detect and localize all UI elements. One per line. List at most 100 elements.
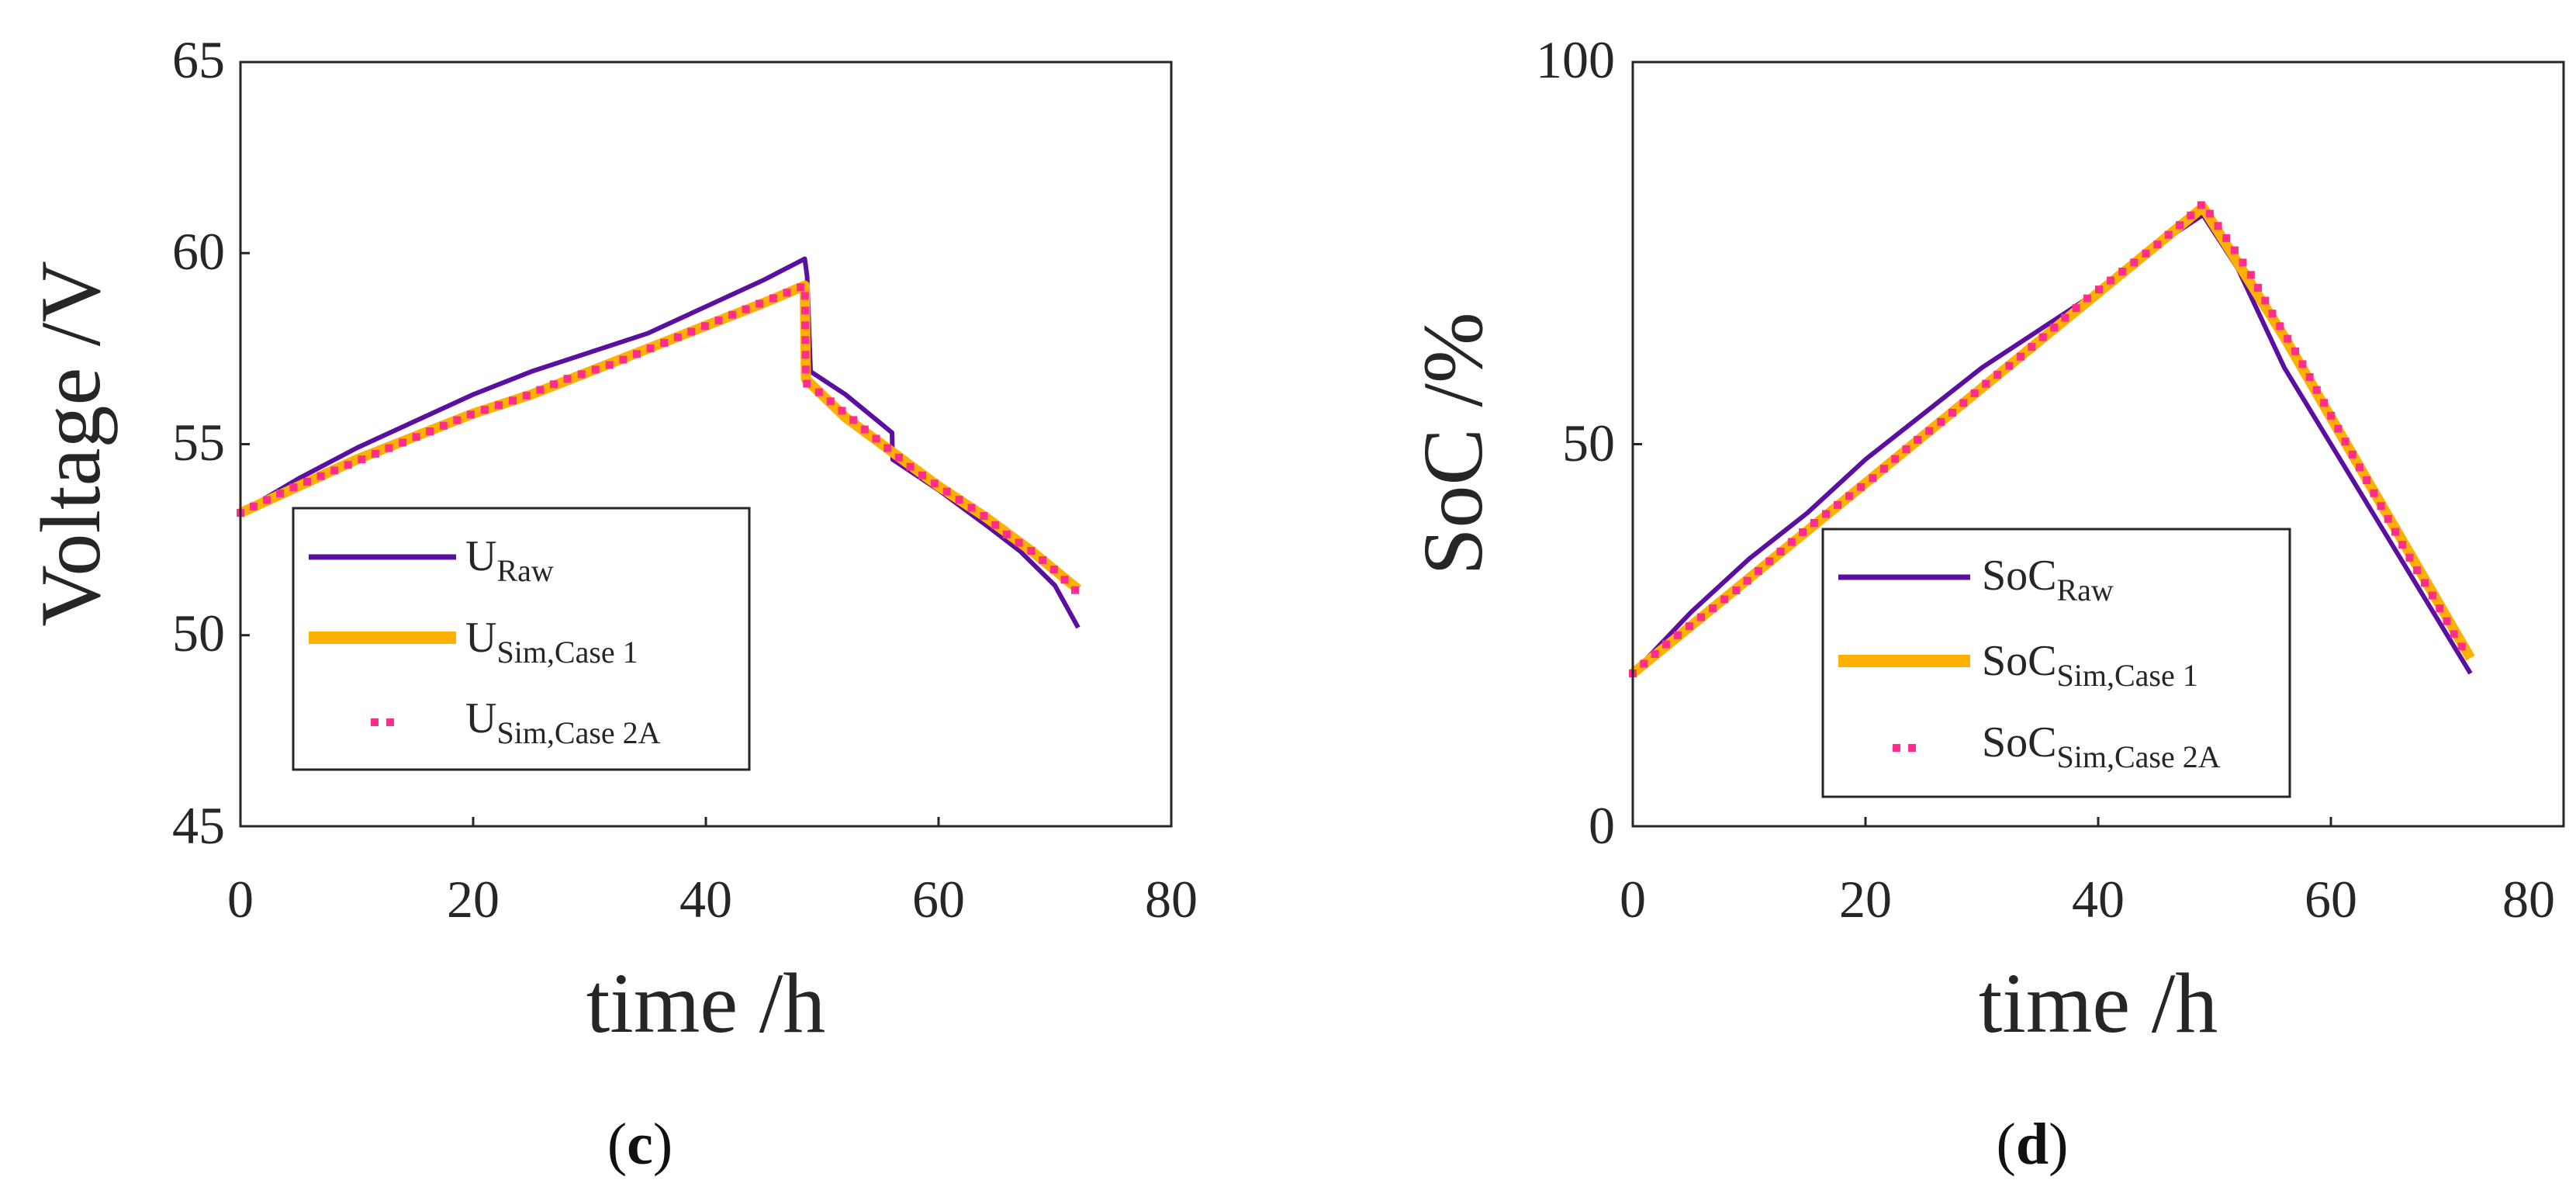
voltage-series-dot-case2a [371,449,379,458]
soc-x-tick-label: 20 [1839,870,1892,929]
soc-series-dot-case2a [1799,528,1807,536]
voltage-y-tick-label: 50 [172,604,225,663]
soc-series-dot-case2a [1787,538,1796,546]
soc-series-dot-case2a [2320,399,2328,407]
soc-series-dot-case2a [2291,347,2300,355]
voltage-series-dot-case2a [633,350,641,358]
voltage-y-tick-label: 65 [172,30,225,89]
soc-x-tick-label: 80 [2502,870,2555,929]
soc-series-dot-case2a [2130,258,2139,267]
soc-series-dot-case2a [2421,579,2429,587]
voltage-x-tick-label: 40 [679,870,732,929]
soc-series-dot-case2a [2305,373,2314,382]
soc-series-dot-case2a [1822,510,1830,518]
voltage-series-dot-case2a [918,471,926,479]
voltage-series-dot-case2a [742,305,750,313]
soc-series-dot-case2a [1743,576,1751,585]
soc-series-dot-case2a [1970,389,1979,397]
voltage-y-tick-label: 60 [172,222,225,281]
voltage-series-dot-case2a [591,365,600,374]
voltage-series-dot-case2a [1015,538,1023,547]
soc-series-dot-case2a [2107,276,2115,285]
soc-series-dot-case2a [1810,519,1818,527]
voltage-series-dot-case2a [1002,530,1011,538]
voltage-y-axis-label: Voltage /V [23,261,118,627]
voltage-series-dot-case2a [495,401,503,410]
voltage-y-tick-label: 45 [172,796,225,855]
legend-dots-case2a [1893,744,1916,752]
soc-series-dot-case2a [2436,604,2444,613]
voltage-series-dot-case2a [783,289,791,297]
soc-x-tick-label: 40 [2072,870,2125,929]
soc-series-dot-case2a [1845,492,1854,500]
voltage-series-dot-case2a [250,502,258,510]
soc-series-dot-case2a [2398,541,2407,549]
soc-y-tick-label: 100 [1536,30,1615,89]
voltage-series-dot-case2a [303,477,311,486]
voltage-series-dot-case2a [803,379,811,388]
voltage-series-dot-case2a [412,433,420,441]
voltage-series-dot-case2a [883,444,892,452]
soc-series-dot-case2a [1937,417,1945,426]
soc-series-dot-case2a [2284,334,2292,343]
voltage-series-dot-case2a [673,333,682,341]
voltage-chart: 45 50 55 60 65 0 20 40 60 80 time /h Vol… [23,30,1198,1177]
soc-series-dot-case2a [2356,463,2363,472]
soc-series-dot-case2a [2363,476,2371,484]
soc-series-dot-case2a [1993,371,2002,379]
soc-series-dot-case2a [1754,567,1762,576]
voltage-series-dot-case2a [480,406,489,414]
soc-series-dot-case2a [1697,613,1705,621]
soc-series-dot-case2a [1661,640,1670,649]
soc-series-dot-case2a [1709,604,1717,613]
legend-dots-case2a [371,718,394,726]
voltage-series-line-raw [239,256,1081,629]
soc-series-dot-case2a [1869,474,1877,483]
soc-series-dot-case2a [2072,304,2080,313]
soc-y-tick-label: 0 [1589,796,1615,855]
panel-label-c: (c) [607,1112,673,1177]
soc-series-dot-case2a [1651,650,1659,658]
soc-series-dot-case2a [1720,595,1729,604]
voltage-series-dot-case2a [276,490,285,497]
soc-series-dot-case2a [2230,246,2239,254]
voltage-series-dot-case2a [550,380,558,389]
soc-x-tick-label: 0 [1620,870,1646,929]
soc-series-dot-case2a [2443,617,2451,625]
voltage-series-dot-case2a [263,496,271,504]
voltage-series-dot-case2a [466,410,475,419]
voltage-series-dot-case2a [1039,556,1047,564]
soc-series-dot-case2a [2312,386,2321,394]
voltage-series-dot-case2a [801,351,810,359]
soc-series-dot-case2a [2268,310,2277,318]
voltage-series-dot-case2a [522,391,531,400]
soc-series-dot-case2a [2187,211,2195,220]
soc-series-dot-case2a [2222,234,2231,242]
voltage-series-dot-case2a [728,310,737,319]
soc-series-dot-case2a [2405,553,2414,562]
soc-y-axis-label: SoC /% [1406,312,1500,575]
voltage-series-dot-case2a [849,416,858,424]
soc-series-dot-case2a [2334,424,2343,433]
voltage-series-dot-case2a [838,407,846,415]
voltage-x-tick-label: 80 [1145,870,1198,929]
soc-series-dot-case2a [2384,514,2392,523]
voltage-series-dot-case2a [619,355,628,364]
voltage-series-dot-case2a [660,338,669,347]
soc-x-axis-label: time /h [1979,956,2218,1050]
soc-series-dot-case2a [2370,489,2378,497]
soc-series-dot-case2a [1925,427,1934,435]
soc-series-dot-case2a [1902,445,1910,454]
voltage-series-dot-case2a [439,421,448,430]
voltage-series-dot-case2a [769,294,777,303]
soc-series-dot-case2a [2348,450,2356,459]
voltage-series-dot-case2a [797,283,805,292]
soc-series-dot-case2a [2153,241,2162,249]
soc-x-tick-label: 60 [2305,870,2357,929]
soc-series-dot-case2a [2377,502,2385,510]
voltage-series-dot-case2a [800,306,809,315]
voltage-series-dot-case2a [344,461,352,469]
voltage-x-tick-label: 60 [912,870,965,929]
voltage-series-dot-case2a [1071,586,1079,594]
